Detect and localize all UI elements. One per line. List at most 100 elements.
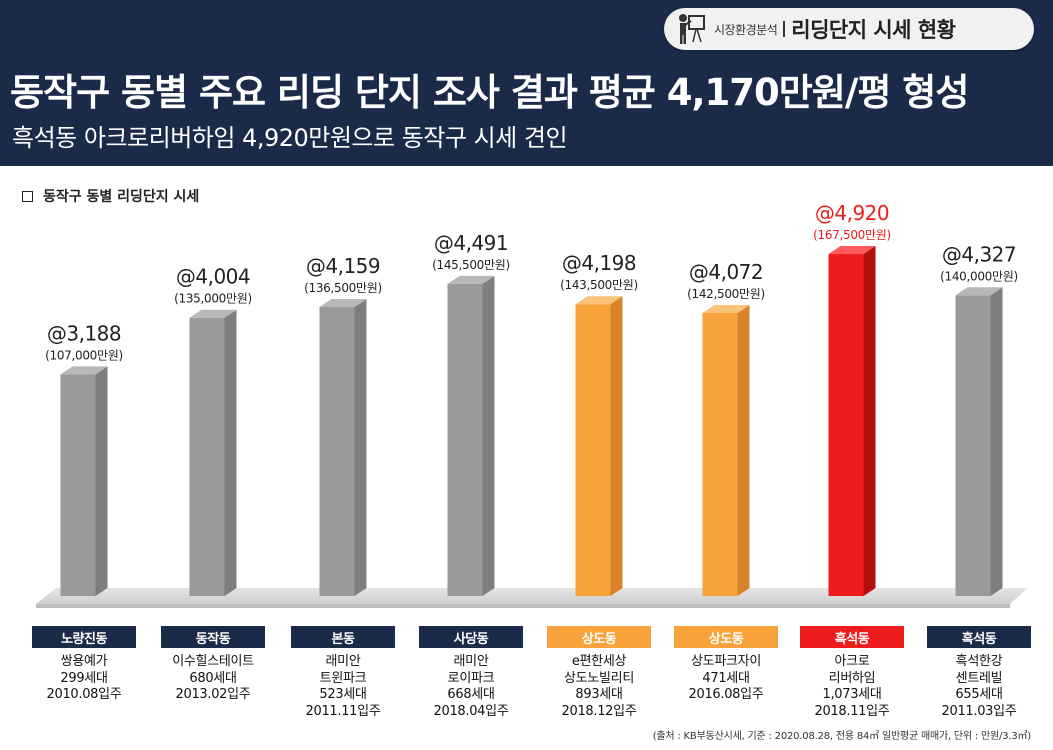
header-banner: 시장환경분석 리딩단지 시세 현황 동작구 동별 주요 리딩 단지 조사 결과 … (0, 0, 1053, 166)
bar-top (319, 298, 367, 307)
bar-top (189, 309, 237, 318)
complex-detail-line: 로이파크 (447, 670, 495, 686)
bar-side (482, 275, 495, 596)
bar-front (828, 254, 864, 596)
bar (575, 296, 623, 596)
badge-divider (783, 21, 786, 37)
bar (828, 246, 876, 596)
chart-floor-edge (36, 604, 1010, 608)
complex-detail-line: 2018.12입주 (561, 703, 637, 719)
section-heading-label: 동작구 동별 리딩단지 시세 (43, 189, 200, 205)
bar-side (737, 304, 750, 596)
complex-detail-line: 1,073세대 (822, 687, 882, 702)
complex-detail-line: 471세대 (702, 670, 750, 686)
bar-front (189, 317, 225, 596)
value-label: @4,327 (942, 242, 1016, 266)
complex-detail-line: 쌍용예가 (60, 654, 108, 669)
complex-detail: 이수힐스테이트 680세대 2013.02입주 (148, 654, 278, 704)
complex-detail-line: 2018.04입주 (433, 703, 509, 719)
bar-side (990, 287, 1003, 596)
bar (60, 366, 108, 596)
complex-detail-line: 680세대 (189, 670, 237, 686)
bar-front (60, 374, 96, 596)
price-label: (167,500만원) (813, 228, 891, 242)
section-badge: 시장환경분석 리딩단지 시세 현황 (664, 8, 1034, 50)
presenter-icon (679, 14, 705, 44)
bar-top (702, 304, 750, 313)
bar-side (863, 246, 876, 596)
category-label: 본동 (291, 626, 395, 648)
complex-detail-line: e편한세상 (571, 654, 627, 669)
complex-detail-line: 2011.11입주 (305, 703, 381, 719)
price-label: (145,500만원) (432, 258, 510, 272)
bar-front (955, 295, 991, 596)
value-label: @4,198 (562, 251, 636, 275)
bar-front (319, 306, 355, 596)
complex-detail-line: 2013.02입주 (175, 687, 251, 702)
complex-detail-line: 893세대 (575, 687, 623, 702)
category-label: 상도동 (547, 626, 651, 648)
bar-top (828, 246, 876, 255)
bar (447, 275, 495, 596)
price-label: (143,500만원) (560, 278, 638, 292)
category-label: 동작동 (161, 626, 265, 648)
bar (189, 309, 237, 596)
page-title: 동작구 동별 주요 리딩 단지 조사 결과 평균 4,170만원/평 형성 (10, 71, 969, 114)
complex-detail: 아크로 리버하임 1,073세대 2018.11입주 (787, 654, 917, 720)
bar-top (60, 366, 108, 375)
complex-detail-line: 래미안 (453, 654, 489, 669)
complex-detail-line: 2010.08입주 (46, 687, 122, 702)
bar-front (702, 312, 738, 596)
badge-category: 시장환경분석 (714, 22, 778, 37)
value-label: @4,920 (815, 201, 889, 225)
page-subtitle: 흑석동 아크로리버하임 4,920만원으로 동작구 시세 견인 (12, 124, 568, 152)
bar-front (575, 304, 611, 596)
complex-detail-line: 668세대 (447, 687, 495, 702)
complex-detail: 흑석한강 센트레빌 655세대 2011.03입주 (914, 654, 1044, 720)
badge-title: 리딩단지 시세 현황 (791, 18, 956, 42)
value-label: @4,004 (176, 265, 250, 289)
value-label: @4,072 (689, 260, 763, 284)
complex-detail-line: 리버하임 (828, 670, 876, 686)
bar (319, 298, 367, 596)
complex-detail-line: 2011.03입주 (941, 703, 1017, 719)
price-label: (136,500만원) (304, 281, 382, 295)
chart-floor (36, 588, 1028, 604)
value-label: @4,159 (306, 254, 380, 278)
category-label: 흑석동 (800, 626, 904, 648)
bar-top (575, 296, 623, 305)
bar-top (955, 287, 1003, 296)
complex-detail-line: 523세대 (319, 687, 367, 702)
bar-side (610, 296, 623, 596)
complex-detail-line: 흑석한강 (955, 654, 1003, 669)
complex-detail-line: 상도노빌리티 (564, 670, 634, 686)
complex-detail-line: 아크로 (834, 654, 870, 669)
bar-side (95, 366, 108, 596)
source-note: (출처 : KB부동산시세, 기준 : 2020.08.28, 전용 84㎡ 일… (652, 731, 1031, 742)
complex-detail-line: 299세대 (60, 670, 108, 686)
bar (702, 304, 750, 596)
bar-front (447, 283, 483, 596)
section-heading: 동작구 동별 리딩단지 시세 (22, 186, 199, 206)
complex-detail-line: 트윈파크 (319, 670, 367, 686)
value-label: @4,491 (434, 231, 508, 255)
square-bullet-icon (22, 190, 33, 202)
price-label: (107,000만원) (45, 348, 123, 362)
bar (955, 287, 1003, 596)
complex-detail-line: 상도파크자이 (691, 654, 761, 669)
complex-detail-line: 2018.11입주 (814, 703, 890, 719)
category-label: 흑석동 (927, 626, 1031, 648)
complex-detail-line: 2016.08입주 (688, 687, 764, 702)
bar-side (224, 309, 237, 596)
bar-top (447, 275, 495, 284)
complex-detail: e편한세상 상도노빌리티 893세대 2018.12입주 (534, 654, 664, 720)
complex-detail: 래미안 로이파크 668세대 2018.04입주 (406, 654, 536, 720)
bar-side (354, 298, 367, 596)
complex-detail: 래미안 트윈파크 523세대 2011.11입주 (278, 654, 408, 720)
complex-detail: 상도파크자이 471세대 2016.08입주 (661, 654, 791, 704)
complex-detail: 쌍용예가 299세대 2010.08입주 (19, 654, 149, 704)
complex-detail-line: 센트레빌 (955, 670, 1003, 686)
complex-detail-line: 이수힐스테이트 (172, 654, 254, 669)
category-label: 사당동 (419, 626, 523, 648)
